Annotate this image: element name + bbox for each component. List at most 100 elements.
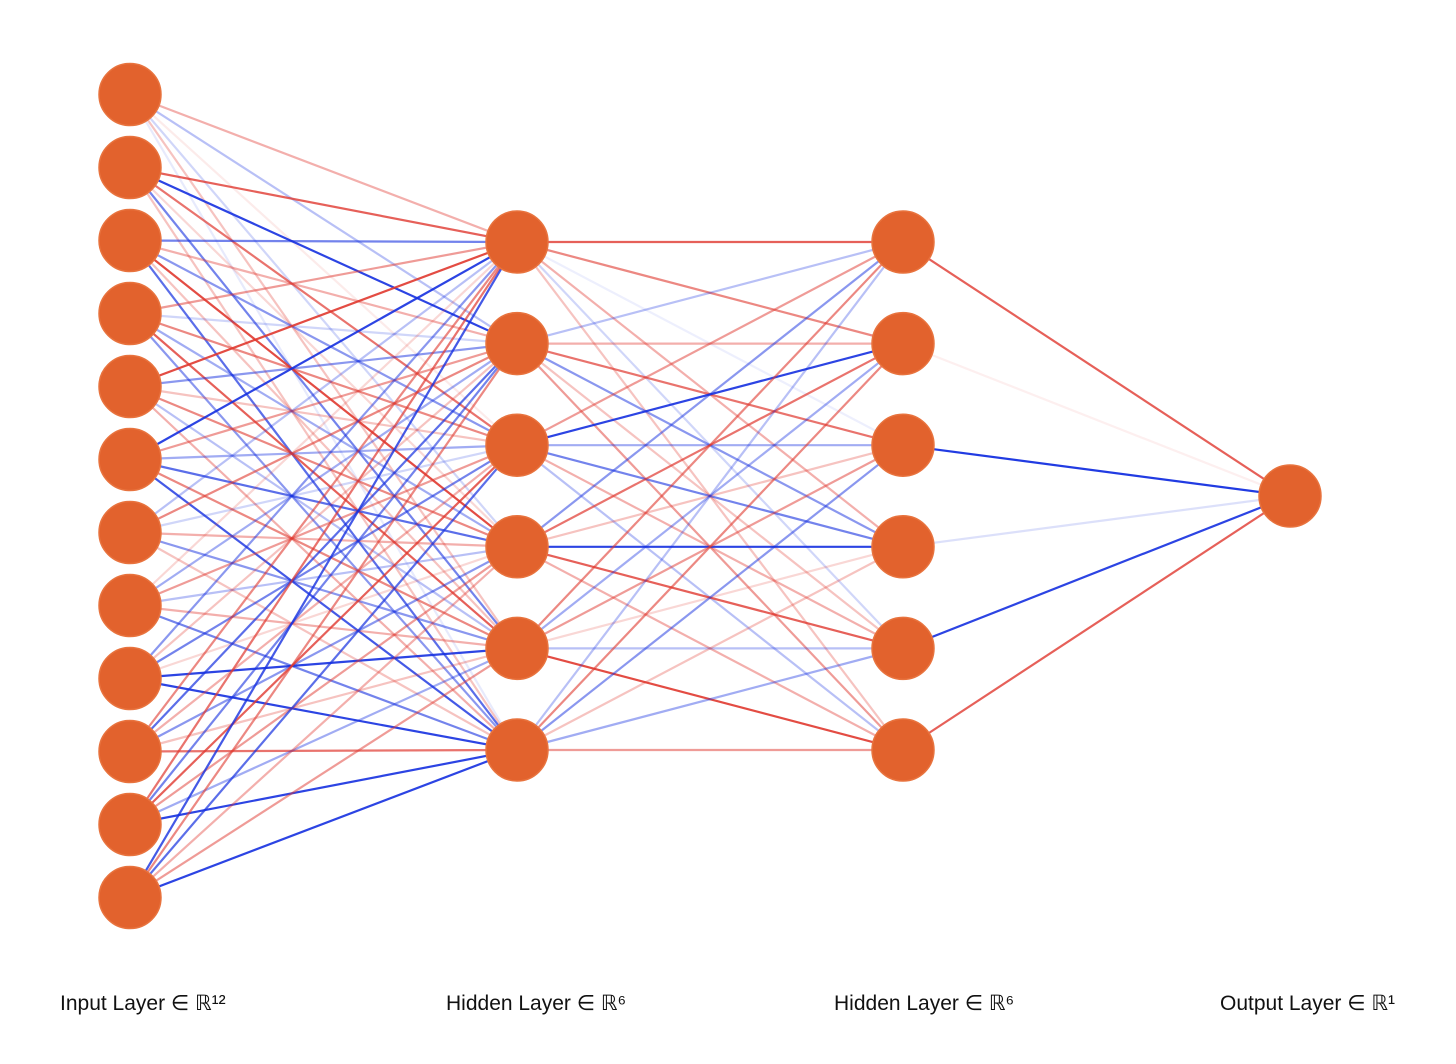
- edge-l0-11-1: [129, 342, 518, 899]
- node-layer0-10: [98, 792, 162, 857]
- edge-l0-0-2: [129, 93, 518, 447]
- edge-l0-9-4: [129, 647, 518, 753]
- edge-l0-5-4: [129, 458, 518, 650]
- edge-l0-11-0: [129, 241, 518, 899]
- edge-l0-7-5: [129, 604, 518, 752]
- node-layer1-5: [485, 718, 549, 782]
- node-layer0-9: [98, 719, 162, 784]
- edge-l0-6-1: [129, 342, 518, 534]
- edge-l0-11-3: [129, 545, 518, 899]
- node-layer1-2: [485, 413, 549, 477]
- edge-l0-0-4: [129, 93, 518, 650]
- edge-l2-5-0: [902, 495, 1291, 751]
- edge-l0-1-0: [129, 166, 518, 244]
- edge-l0-7-0: [129, 241, 518, 607]
- edge-l0-1-2: [129, 166, 518, 447]
- edge-l0-6-4: [129, 531, 518, 650]
- edge-l0-4-0: [129, 240, 518, 388]
- edge-l0-2-0: [129, 239, 518, 244]
- edge-l0-9-5: [129, 748, 518, 753]
- edge-l0-6-3: [129, 531, 518, 548]
- node-layer2-1: [871, 311, 935, 376]
- node-layer0-3: [98, 281, 162, 346]
- edge-l1-1-0: [516, 240, 904, 345]
- node-layer2-2: [871, 413, 935, 477]
- node-layer3-0: [1258, 464, 1322, 528]
- node-layer2-3: [871, 515, 935, 579]
- edge-l2-4-0: [902, 494, 1291, 650]
- node-layer1-1: [485, 311, 549, 376]
- edge-l0-7-1: [129, 342, 518, 607]
- edge-l1-4-0: [516, 241, 904, 650]
- edge-l0-8-5: [129, 677, 518, 752]
- edge-l0-5-1: [129, 342, 518, 461]
- edge-l0-8-4: [129, 647, 518, 680]
- node-layer0-0: [98, 62, 162, 127]
- edge-l0-8-0: [129, 241, 518, 680]
- edge-l1-4-5: [516, 647, 904, 752]
- edge-l1-5-1: [516, 342, 904, 751]
- edge-l0-5-3: [129, 458, 518, 548]
- edge-l0-7-2: [129, 444, 518, 607]
- edge-l1-5-3: [516, 545, 904, 751]
- neuron-nodes: [98, 62, 1322, 930]
- node-layer0-6: [98, 500, 162, 565]
- edge-l0-11-5: [129, 748, 518, 899]
- edge-l0-11-4: [129, 647, 518, 899]
- node-layer1-3: [485, 515, 549, 579]
- edge-l1-2-0: [516, 241, 904, 447]
- edge-l0-0-5: [129, 93, 518, 751]
- edge-l0-6-5: [129, 531, 518, 751]
- edge-l0-7-4: [129, 604, 518, 650]
- hidden-layer-2-label: Hidden Layer ∈ ℝ⁶: [834, 992, 1014, 1015]
- edge-l0-10-0: [129, 241, 518, 826]
- node-layer0-4: [98, 354, 162, 419]
- edge-l0-11-2: [129, 444, 518, 899]
- output-layer-label: Output Layer ∈ ℝ¹: [1220, 992, 1395, 1015]
- edge-l0-6-2: [129, 444, 518, 534]
- node-layer0-8: [98, 646, 162, 711]
- edge-l0-10-1: [129, 342, 518, 826]
- edge-l1-5-2: [516, 444, 904, 751]
- input-layer-label: Input Layer ∈ ℝ¹²: [60, 992, 226, 1015]
- edge-l0-4-4: [129, 385, 518, 650]
- hidden-layer-1-label: Hidden Layer ∈ ℝ⁶: [446, 992, 626, 1015]
- node-layer0-7: [98, 573, 162, 638]
- edge-l0-8-3: [129, 545, 518, 680]
- edge-l0-8-1: [129, 342, 518, 680]
- edge-l0-9-2: [129, 444, 518, 753]
- edge-l0-8-2: [129, 444, 518, 680]
- connection-edges: [129, 93, 1291, 899]
- edge-l1-0-1: [516, 240, 904, 345]
- edge-l1-5-0: [516, 241, 904, 751]
- edge-l1-5-4: [516, 647, 904, 752]
- edge-l0-10-5: [129, 748, 518, 826]
- edge-l0-9-3: [129, 545, 518, 753]
- edge-l1-3-0: [516, 241, 904, 548]
- edge-l1-2-3: [516, 444, 904, 548]
- edge-l0-6-0: [129, 241, 518, 534]
- edge-l1-4-1: [516, 342, 904, 650]
- edge-l0-10-3: [129, 545, 518, 826]
- edge-l0-4-3: [129, 385, 518, 548]
- edge-l0-1-4: [129, 166, 518, 650]
- edge-l0-10-2: [129, 444, 518, 826]
- node-layer2-5: [871, 718, 935, 782]
- edge-l2-2-0: [902, 444, 1291, 498]
- edge-l0-9-0: [129, 241, 518, 753]
- edge-l0-0-1: [129, 93, 518, 345]
- edge-l0-7-3: [129, 545, 518, 607]
- edge-l1-3-2: [516, 444, 904, 548]
- edge-l2-0-0: [902, 241, 1291, 497]
- edge-l0-0-0: [129, 93, 518, 244]
- node-layer1-4: [485, 616, 549, 681]
- edge-l2-3-0: [902, 494, 1291, 548]
- edge-l0-5-5: [129, 458, 518, 751]
- node-layer0-5: [98, 427, 162, 492]
- node-layer1-0: [485, 210, 549, 274]
- edge-l0-10-4: [129, 647, 518, 826]
- node-layer0-1: [98, 135, 162, 200]
- node-layer0-11: [98, 865, 162, 930]
- edge-l2-1-0: [902, 342, 1291, 498]
